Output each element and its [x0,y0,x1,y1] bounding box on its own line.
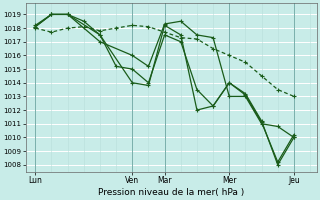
X-axis label: Pression niveau de la mer( hPa ): Pression niveau de la mer( hPa ) [98,188,244,197]
